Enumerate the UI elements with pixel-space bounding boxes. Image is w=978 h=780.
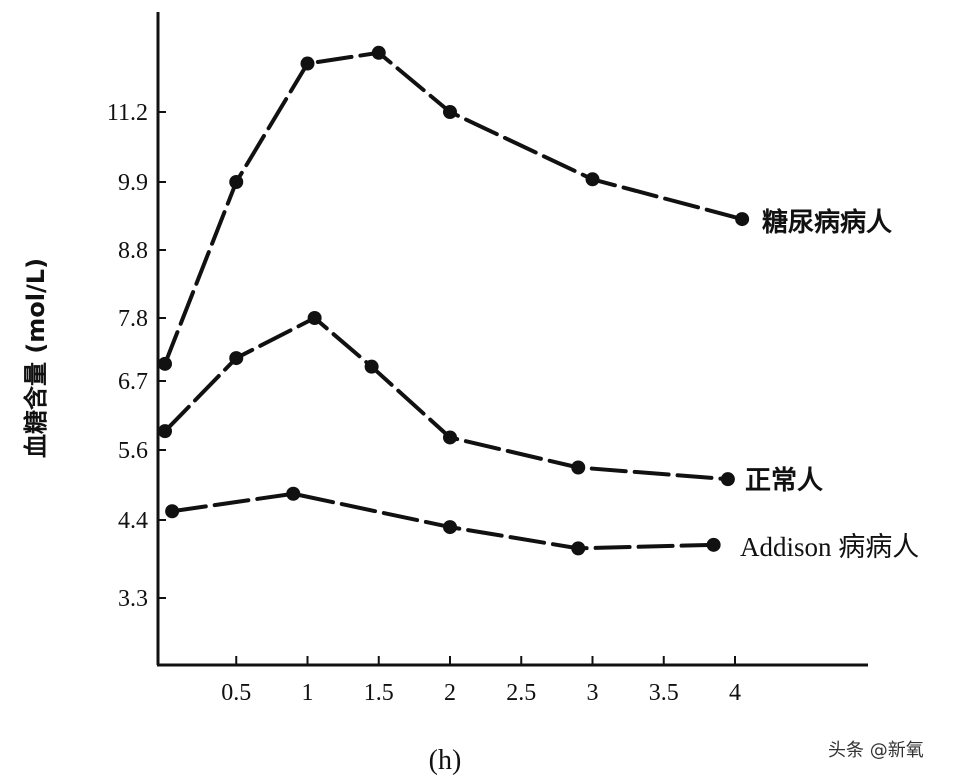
series-line — [170, 491, 716, 551]
y-axis-title: 血糖含量 (mol/L) — [22, 258, 50, 458]
data-point — [158, 356, 172, 371]
data-point — [229, 351, 244, 366]
data-point — [443, 105, 457, 119]
y-tick-label: 5.6 — [118, 438, 148, 464]
data-point — [585, 172, 600, 187]
data-point — [229, 175, 244, 189]
axes — [156, 12, 868, 667]
data-point — [158, 424, 172, 439]
x-tick-label: 1 — [302, 680, 314, 706]
series-line — [163, 316, 730, 482]
x-tick-label: 1.5 — [364, 680, 394, 706]
data-point — [443, 430, 457, 445]
series-addison — [165, 486, 721, 556]
series-group — [158, 45, 750, 556]
y-axis-ticks: 3.3 4.4 5.6 6.7 7.8 8.8 9.9 11.2 — [107, 100, 166, 612]
y-tick-label: 3.3 — [118, 586, 148, 612]
data-point — [307, 311, 322, 325]
y-tick-label: 8.8 — [118, 238, 148, 264]
series-label-normal: 正常人 — [745, 466, 823, 496]
y-tick-label: 11.2 — [107, 100, 148, 126]
data-point — [300, 56, 315, 71]
data-point — [286, 486, 301, 501]
x-axis-ticks: 0.5 1 1.5 2 2.5 3 3.5 4 — [221, 656, 741, 706]
x-tick-label: 2 — [444, 680, 456, 706]
data-point — [364, 359, 379, 374]
series-label-addison: Addison 病病人 — [740, 532, 919, 562]
y-tick-label: 4.4 — [118, 508, 148, 534]
x-tick-label: 3 — [587, 680, 599, 706]
x-tick-label: 3.5 — [649, 680, 679, 706]
x-tick-label: 4 — [729, 680, 741, 706]
y-tick-label: 9.9 — [118, 170, 148, 196]
data-point — [571, 541, 586, 556]
data-point — [720, 472, 735, 487]
watermark-text: 头条 @新氧 — [828, 740, 924, 761]
series-diabetic — [158, 45, 750, 371]
data-point — [443, 520, 457, 535]
series-label-diabetic: 糖尿病病人 — [762, 207, 892, 238]
x-tick-label: 2.5 — [506, 680, 536, 706]
data-point — [735, 212, 750, 227]
y-tick-label: 6.7 — [118, 369, 148, 395]
y-tick-label: 7.8 — [118, 306, 148, 332]
data-point — [571, 460, 586, 475]
series-line — [163, 50, 745, 366]
data-point — [706, 537, 721, 552]
x-axis-title: (h) — [429, 745, 462, 776]
data-point — [371, 45, 386, 60]
data-point — [165, 504, 180, 519]
x-tick-label: 0.5 — [221, 680, 251, 706]
series-normal — [158, 311, 735, 487]
